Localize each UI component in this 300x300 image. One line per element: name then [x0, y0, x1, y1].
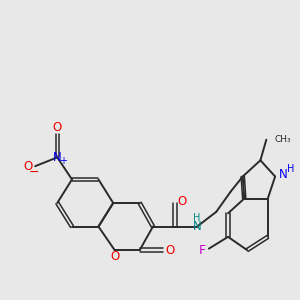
Text: O: O — [52, 121, 62, 134]
Text: O: O — [110, 250, 119, 263]
Text: CH₃: CH₃ — [274, 135, 291, 144]
Text: N: N — [53, 151, 62, 164]
Text: O: O — [23, 160, 32, 173]
Text: H: H — [193, 213, 200, 223]
Text: F: F — [199, 244, 206, 256]
Text: O: O — [177, 195, 186, 208]
Text: +: + — [59, 156, 67, 166]
Text: N: N — [279, 168, 288, 181]
Text: H: H — [287, 164, 294, 174]
Text: O: O — [165, 244, 174, 256]
Text: N: N — [193, 220, 202, 233]
Text: −: − — [29, 166, 39, 179]
